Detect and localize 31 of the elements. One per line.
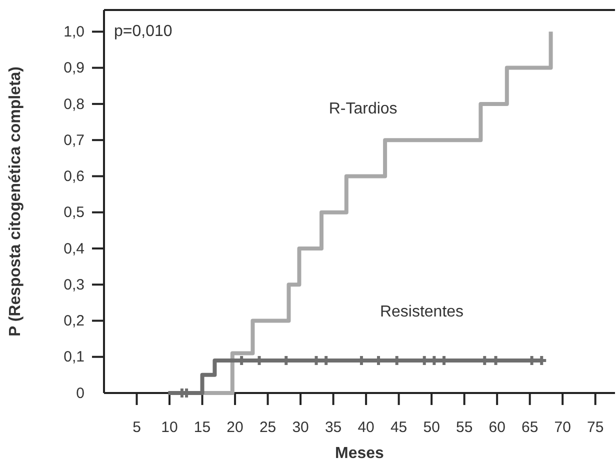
y-tick-label: 0,3 bbox=[64, 276, 84, 294]
y-tick-label: 0,9 bbox=[64, 60, 84, 77]
y-tick-label: 1,0 bbox=[64, 23, 84, 40]
y-tick-label: 0 bbox=[76, 384, 84, 402]
x-tick-label: 45 bbox=[390, 419, 408, 436]
x-tick-label: 15 bbox=[194, 419, 211, 436]
y-tick-label: 0,8 bbox=[64, 96, 84, 113]
x-axis-title: Meses bbox=[335, 445, 384, 462]
annotation: p=0,010 bbox=[114, 23, 172, 40]
y-tick-label: 0,6 bbox=[64, 168, 84, 186]
x-tick-label: 10 bbox=[161, 419, 178, 436]
x-tick-label: 35 bbox=[324, 419, 342, 436]
x-tick-label: 55 bbox=[456, 419, 473, 436]
series-label: R-Tardios bbox=[328, 100, 398, 118]
x-tick-label: 20 bbox=[226, 419, 244, 436]
x-tick-label: 60 bbox=[488, 419, 506, 436]
y-tick-label: 0,7 bbox=[64, 132, 84, 149]
x-tick-label: 65 bbox=[521, 419, 538, 436]
x-tick-label: 25 bbox=[259, 419, 276, 436]
y-axis-title: P (Resposta citogenética completa) bbox=[7, 66, 24, 336]
x-tick-label: 5 bbox=[132, 419, 141, 436]
y-tick-label: 0,1 bbox=[64, 348, 84, 366]
y-tick-label: 0,2 bbox=[64, 312, 84, 330]
y-tick-label: 0,4 bbox=[64, 240, 84, 258]
x-tick-label: 30 bbox=[292, 419, 309, 436]
x-tick-label: 70 bbox=[554, 419, 571, 436]
x-tick-label: 40 bbox=[358, 419, 374, 436]
text: Resistentes bbox=[380, 303, 464, 320]
x-tick-label: 75 bbox=[587, 419, 604, 436]
y-tick-label: 0,5 bbox=[64, 204, 84, 222]
x-tick-label: 50 bbox=[423, 419, 440, 436]
